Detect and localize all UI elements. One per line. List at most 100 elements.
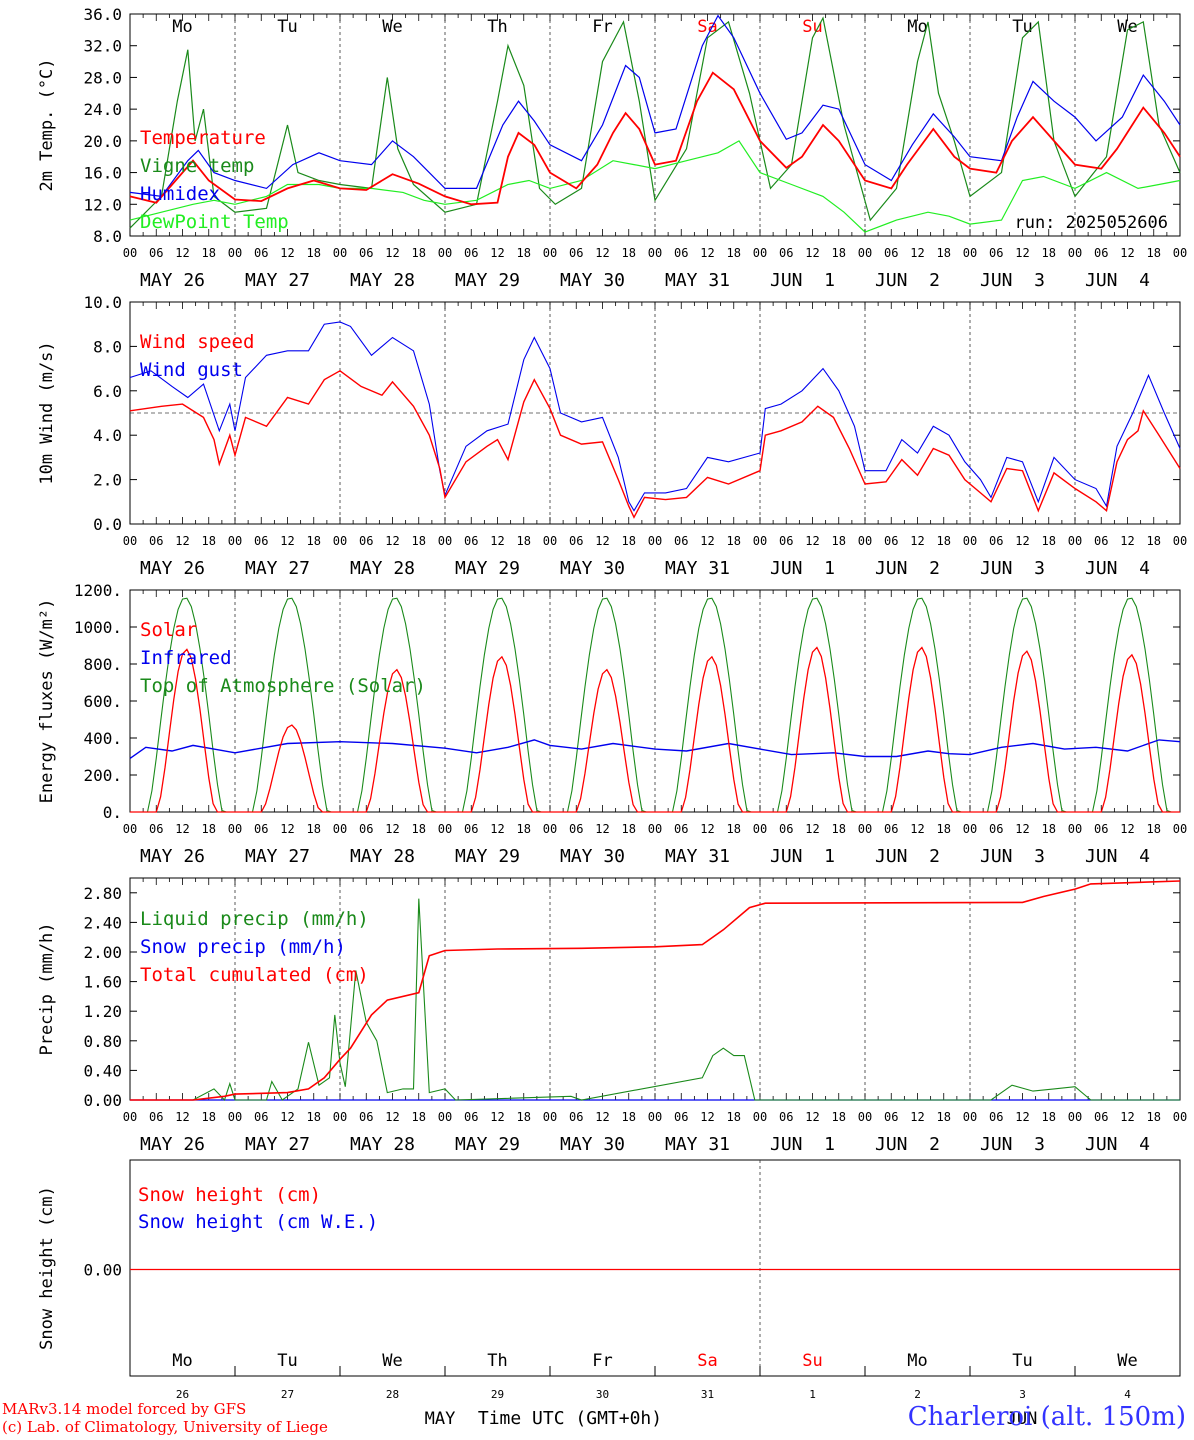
series-line-infrared xyxy=(129,739,1181,759)
hour-tick-label: 00 xyxy=(858,534,872,548)
hour-tick-label: 00 xyxy=(438,1110,452,1124)
weekday-label: Tu xyxy=(277,1351,297,1371)
hour-tick-label: 06 xyxy=(884,534,898,548)
model-credit-line1: MARv3.14 model forced by GFS xyxy=(2,1400,247,1418)
hour-tick-label: 06 xyxy=(569,1110,583,1124)
hour-tick-label: 18 xyxy=(1147,534,1161,548)
x-axis-title: Time UTC (GMT+0h) xyxy=(478,1408,662,1429)
hour-tick-label: 00 xyxy=(228,1110,242,1124)
hour-tick-label: 12 xyxy=(805,246,819,260)
date-label: MAY 26 xyxy=(140,270,205,291)
date-label: MAY 27 xyxy=(245,1134,310,1155)
date-label: JUN 4 xyxy=(1085,558,1150,579)
y-tick-label: 2.40 xyxy=(83,913,122,932)
hour-tick-label: 12 xyxy=(1015,534,1029,548)
hour-tick-label: 00 xyxy=(438,534,452,548)
hour-tick-label: 06 xyxy=(569,246,583,260)
hour-tick-label: 12 xyxy=(910,1110,924,1124)
legend-entry: Liquid precip (mm/h) xyxy=(140,908,369,930)
hour-tick-label: 00 xyxy=(123,822,137,836)
hour-tick-label: 12 xyxy=(805,1110,819,1124)
date-label: JUN 1 xyxy=(770,1134,835,1155)
hour-tick-label: 00 xyxy=(543,246,557,260)
hour-tick-label: 00 xyxy=(1173,1110,1187,1124)
hour-tick-label: 00 xyxy=(123,1110,137,1124)
hour-tick-label: 12 xyxy=(280,246,294,260)
weekday-label: Tu xyxy=(1012,1351,1032,1371)
hour-tick-label: 12 xyxy=(280,822,294,836)
hour-tick-label: 18 xyxy=(727,1110,741,1124)
y-tick-label: 16.0 xyxy=(83,164,122,183)
hour-tick-label: 18 xyxy=(1042,822,1056,836)
hour-tick-label: 00 xyxy=(1173,246,1187,260)
hour-tick-label: 00 xyxy=(648,822,662,836)
y-tick-label: 1000. xyxy=(74,618,122,637)
hour-tick-label: 06 xyxy=(464,534,478,548)
hour-tick-label: 12 xyxy=(595,822,609,836)
legend-entry: Solar xyxy=(140,619,197,641)
date-label: MAY 29 xyxy=(455,846,520,867)
date-label: MAY 27 xyxy=(245,846,310,867)
y-tick-label: 1.60 xyxy=(83,973,122,992)
hour-tick-label: 06 xyxy=(779,534,793,548)
y-tick-label: 2.00 xyxy=(83,943,122,962)
date-label: JUN 4 xyxy=(1085,846,1150,867)
hour-tick-label: 12 xyxy=(910,246,924,260)
hour-tick-label: 12 xyxy=(595,246,609,260)
day-number: 27 xyxy=(281,1388,294,1401)
y-tick-label: 6.0 xyxy=(93,382,122,401)
weekday-label: We xyxy=(1117,1351,1137,1371)
y-tick-label: 200. xyxy=(83,766,122,785)
hour-tick-label: 06 xyxy=(149,822,163,836)
y-tick-label: 28.0 xyxy=(83,68,122,87)
hour-tick-label: 06 xyxy=(674,534,688,548)
day-number: 29 xyxy=(491,1388,504,1401)
y-tick-label: 400. xyxy=(83,729,122,748)
weekday-label: Mo xyxy=(172,1351,192,1371)
y-tick-label: 0.00 xyxy=(83,1091,122,1110)
hour-tick-label: 00 xyxy=(228,822,242,836)
hour-tick-label: 12 xyxy=(490,246,504,260)
hour-tick-label: 00 xyxy=(648,246,662,260)
hour-tick-label: 00 xyxy=(963,246,977,260)
weekday-label: Th xyxy=(487,1351,507,1371)
date-label: MAY 28 xyxy=(350,1134,415,1155)
legend-entry: Vigne temp xyxy=(140,155,254,177)
hour-tick-label: 00 xyxy=(1068,1110,1082,1124)
y-tick-label: 32.0 xyxy=(83,37,122,56)
hour-tick-label: 06 xyxy=(359,534,373,548)
hour-tick-label: 12 xyxy=(595,534,609,548)
weekday-label: We xyxy=(1117,17,1137,37)
panel-precip: 00 06 12 18 00 06 12 18 00 06 12 18 00 06 12 18 00 06 12 18… xyxy=(37,877,1187,1155)
hour-tick-label: 12 xyxy=(175,1110,189,1124)
hour-tick-label: 06 xyxy=(254,246,268,260)
date-label: JUN 3 xyxy=(980,558,1045,579)
hour-tick-label: 18 xyxy=(517,534,531,548)
series-line-temperature xyxy=(129,71,1181,206)
y-tick-label: 12.0 xyxy=(83,195,122,214)
y-axis-title: 2m Temp. (°C) xyxy=(37,58,57,191)
hour-tick-label: 12 xyxy=(910,822,924,836)
hour-tick-label: 18 xyxy=(202,822,216,836)
run-label: run: 2025052606 xyxy=(1014,213,1168,233)
y-tick-label: 2.0 xyxy=(93,471,122,490)
hour-tick-label: 00 xyxy=(123,246,137,260)
hour-tick-label: 06 xyxy=(569,534,583,548)
hour-tick-label: 06 xyxy=(779,1110,793,1124)
hour-tick-label: 00 xyxy=(858,1110,872,1124)
series-line-total-cumulated xyxy=(130,880,1181,1101)
hour-tick-label: 06 xyxy=(359,246,373,260)
hour-tick-label: 00 xyxy=(1068,822,1082,836)
date-label: MAY 29 xyxy=(455,1134,520,1155)
panel-snow: Snow height (cm) 0.00 Snow height (cm) Snow… xyxy=(37,1159,1181,1429)
hour-tick-label: 06 xyxy=(1094,534,1108,548)
hour-tick-label: 00 xyxy=(858,822,872,836)
date-label: MAY 29 xyxy=(455,270,520,291)
hour-tick-label: 00 xyxy=(1068,534,1082,548)
hour-tick-label: 18 xyxy=(622,246,636,260)
hour-tick-label: 18 xyxy=(517,1110,531,1124)
weekday-label: Tu xyxy=(277,17,297,37)
date-label: MAY 30 xyxy=(560,1134,625,1155)
hour-tick-label: 06 xyxy=(359,1110,373,1124)
hour-tick-label: 06 xyxy=(989,822,1003,836)
